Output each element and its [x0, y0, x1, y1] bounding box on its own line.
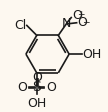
Text: N: N — [62, 17, 71, 30]
Text: Cl: Cl — [14, 19, 26, 32]
Text: S: S — [32, 80, 41, 94]
Text: O: O — [77, 16, 87, 29]
Text: +: + — [77, 10, 84, 19]
Text: OH: OH — [27, 97, 46, 110]
Text: O: O — [72, 9, 82, 22]
Text: O: O — [46, 81, 56, 94]
Text: −: − — [82, 17, 90, 26]
Text: OH: OH — [83, 48, 102, 61]
Text: O: O — [32, 71, 42, 84]
Text: O: O — [18, 81, 28, 94]
